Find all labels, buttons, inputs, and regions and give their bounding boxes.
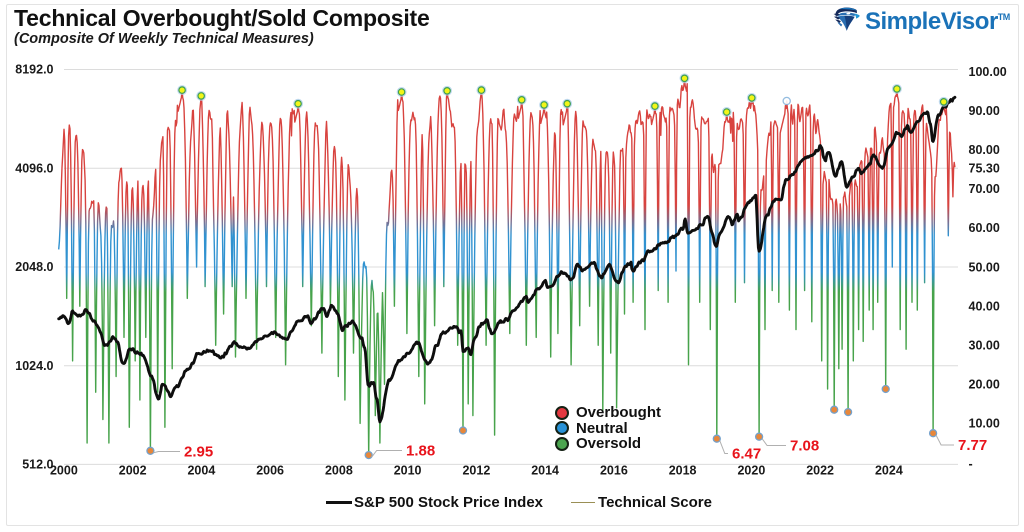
svg-text:2002: 2002 bbox=[119, 464, 147, 478]
svg-text:80.00: 80.00 bbox=[969, 143, 1000, 157]
svg-text:90.00: 90.00 bbox=[969, 104, 1000, 118]
svg-text:8192.0: 8192.0 bbox=[15, 63, 53, 77]
svg-text:100.00: 100.00 bbox=[969, 65, 1007, 79]
svg-text:4096.0: 4096.0 bbox=[15, 161, 53, 175]
svg-text:50.00: 50.00 bbox=[969, 260, 1000, 274]
svg-text:2016: 2016 bbox=[600, 464, 628, 478]
svg-text:2006: 2006 bbox=[256, 464, 284, 478]
svg-text:2024: 2024 bbox=[875, 464, 903, 478]
svg-text:6.47: 6.47 bbox=[732, 446, 761, 463]
svg-text:1024.0: 1024.0 bbox=[15, 359, 53, 373]
svg-text:2020: 2020 bbox=[737, 464, 765, 478]
svg-text:70.00: 70.00 bbox=[969, 182, 1000, 196]
svg-text:20.00: 20.00 bbox=[969, 378, 1000, 392]
svg-text:2014: 2014 bbox=[531, 464, 559, 478]
svg-text:2004: 2004 bbox=[187, 464, 215, 478]
svg-text:2008: 2008 bbox=[325, 464, 353, 478]
svg-text:7.08: 7.08 bbox=[790, 438, 819, 455]
svg-text:40.00: 40.00 bbox=[969, 299, 1000, 313]
svg-text:7.77: 7.77 bbox=[958, 437, 987, 454]
svg-text:2048.0: 2048.0 bbox=[15, 260, 53, 274]
svg-text:-: - bbox=[969, 457, 973, 471]
svg-text:2018: 2018 bbox=[669, 464, 697, 478]
svg-text:2012: 2012 bbox=[462, 464, 490, 478]
svg-text:10.00: 10.00 bbox=[969, 417, 1000, 431]
svg-text:512.0: 512.0 bbox=[22, 458, 53, 472]
svg-text:2000: 2000 bbox=[50, 464, 78, 478]
svg-text:60.00: 60.00 bbox=[969, 221, 1000, 235]
svg-text:2010: 2010 bbox=[394, 464, 422, 478]
svg-text:1.88: 1.88 bbox=[406, 443, 435, 460]
svg-text:30.00: 30.00 bbox=[969, 339, 1000, 353]
svg-text:75.30: 75.30 bbox=[969, 161, 1000, 175]
svg-text:2022: 2022 bbox=[806, 464, 834, 478]
svg-text:2.95: 2.95 bbox=[184, 444, 213, 461]
